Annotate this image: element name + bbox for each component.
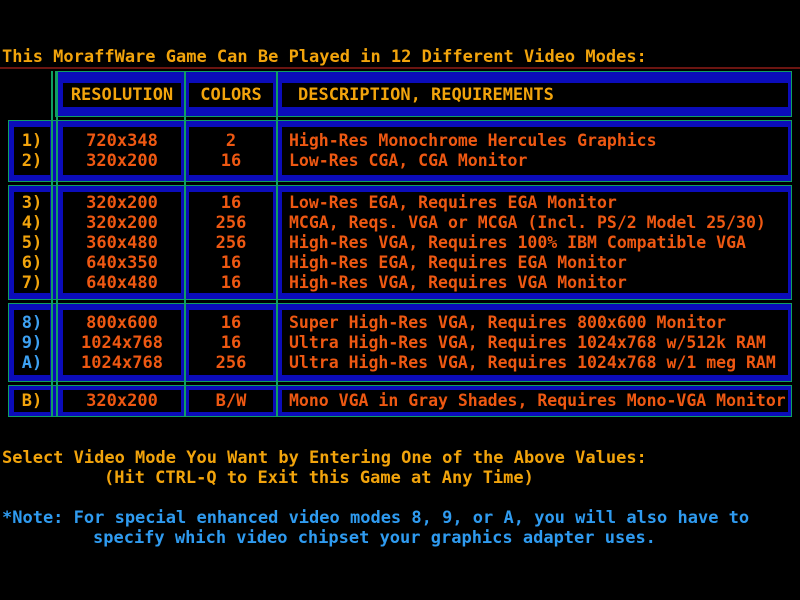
mode-description-cell: Low-Res EGA, Requires EGA Monitor MCGA, …: [282, 192, 788, 293]
mode-description: Mono VGA in Gray Shades, Requires Mono-V…: [289, 391, 786, 410]
mode-number: 8): [21, 312, 43, 333]
select-instruction: Select Video Mode You Want by Entering O…: [2, 448, 647, 468]
mode-resolution-cell: 320x200: [63, 390, 181, 412]
mode-number: 4): [21, 212, 43, 233]
mode-number: 6): [21, 252, 43, 273]
mode-colors: 16: [220, 312, 242, 333]
mode-number: 1): [21, 131, 43, 151]
mode-description: High-Res VGA, Requires VGA Monitor: [289, 272, 627, 292]
mode-description-cell: Super High-Res VGA, Requires 800x600 Mon…: [282, 310, 788, 375]
mode-resolution-cell: 720x348 320x200: [63, 127, 181, 175]
mode-description: Low-Res CGA, CGA Monitor: [289, 151, 528, 170]
mode-colors: 16: [220, 252, 242, 273]
table-grid-line: [51, 71, 53, 417]
mode-number-cell: 1) 2): [14, 127, 50, 175]
mode-resolution: 320x200: [86, 151, 158, 171]
mode-resolution: 1024x768: [81, 352, 163, 373]
mode-description: Ultra High-Res VGA, Requires 1024x768 w/…: [289, 352, 776, 372]
mode-resolution: 640x350: [86, 252, 158, 273]
column-header-description-cell: DESCRIPTION, REQUIREMENTS: [282, 83, 788, 107]
mode-description: High-Res EGA, Requires EGA Monitor: [289, 252, 627, 272]
mode-colors: B/W: [215, 391, 247, 411]
mode-description: Low-Res EGA, Requires EGA Monitor: [289, 192, 617, 212]
mode-colors-cell: 16 256 256 16 16: [189, 192, 273, 293]
note-line-2: specify which video chipset your graphic…: [93, 528, 656, 548]
mode-colors: 16: [220, 332, 242, 353]
column-header-colors: COLORS: [200, 85, 262, 105]
column-header-resolution: RESOLUTION: [70, 85, 174, 105]
mode-colors: 256: [215, 232, 247, 253]
mode-resolution: 320x200: [86, 192, 158, 213]
page-title: This MoraffWare Game Can Be Played in 12…: [2, 47, 647, 67]
table-grid-line: [184, 71, 186, 417]
mode-group-3: 8) 9) A) 800x600 1024x768 1024x768 16 16…: [8, 303, 792, 382]
mode-number-cell: B): [14, 390, 50, 412]
mode-description: Super High-Res VGA, Requires 800x600 Mon…: [289, 312, 727, 332]
mode-resolution: 360x480: [86, 232, 158, 253]
mode-colors: 256: [215, 212, 247, 233]
mode-colors: 256: [215, 352, 247, 373]
mode-resolution-cell: 320x200 320x200 360x480 640x350 640x480: [63, 192, 181, 293]
column-header-description: DESCRIPTION, REQUIREMENTS: [298, 85, 554, 105]
mode-number-cell: 3) 4) 5) 6) 7): [14, 192, 50, 293]
mode-colors: 2: [225, 131, 237, 151]
column-header-resolution-cell: RESOLUTION: [63, 83, 181, 107]
mode-colors-cell: 2 16: [189, 127, 273, 175]
mode-resolution: 1024x768: [81, 332, 163, 353]
mode-number: 9): [21, 332, 43, 353]
mode-number: 5): [21, 232, 43, 253]
exit-hint: (Hit CTRL-Q to Exit this Game at Any Tim…: [104, 468, 534, 488]
mode-number-cell: 8) 9) A): [14, 310, 50, 375]
mode-colors: 16: [220, 272, 242, 293]
title-underline: [0, 67, 800, 69]
mode-resolution: 320x200: [86, 391, 158, 411]
column-header-colors-cell: COLORS: [189, 83, 273, 107]
mode-number: A): [21, 352, 43, 373]
mode-resolution: 800x600: [86, 312, 158, 333]
mode-resolution-cell: 800x600 1024x768 1024x768: [63, 310, 181, 375]
note-line-1: *Note: For special enhanced video modes …: [2, 508, 750, 528]
mode-colors-cell: B/W: [189, 390, 273, 412]
mode-number: 2): [21, 151, 43, 171]
mode-description-cell: High-Res Monochrome Hercules Graphics Lo…: [282, 127, 788, 175]
mode-resolution: 640x480: [86, 272, 158, 293]
mode-group-4: B) 320x200 B/W Mono VGA in Gray Shades, …: [8, 385, 792, 417]
mode-resolution: 320x200: [86, 212, 158, 233]
mode-number: 3): [21, 192, 43, 213]
video-modes-table: RESOLUTION COLORS DESCRIPTION, REQUIREME…: [8, 71, 792, 417]
mode-colors-cell: 16 16 256: [189, 310, 273, 375]
mode-resolution: 720x348: [86, 131, 158, 151]
table-grid-line: [276, 71, 278, 417]
mode-number: 7): [21, 272, 43, 293]
table-grid-line: [56, 71, 58, 417]
mode-description: High-Res Monochrome Hercules Graphics: [289, 131, 657, 150]
mode-colors: 16: [220, 151, 242, 171]
table-header-row: RESOLUTION COLORS DESCRIPTION, REQUIREME…: [55, 71, 792, 117]
mode-colors: 16: [220, 192, 242, 213]
mode-group-2: 3) 4) 5) 6) 7) 320x200 320x200 360x480 6…: [8, 185, 792, 300]
mode-number: B): [21, 391, 43, 411]
mode-group-1: 1) 2) 720x348 320x200 2 16 High-Res Mono…: [8, 120, 792, 182]
mode-description: Ultra High-Res VGA, Requires 1024x768 w/…: [289, 332, 766, 352]
mode-description: MCGA, Reqs. VGA or MCGA (Incl. PS/2 Mode…: [289, 212, 766, 232]
mode-description: High-Res VGA, Requires 100% IBM Compatib…: [289, 232, 746, 252]
mode-description-cell: Mono VGA in Gray Shades, Requires Mono-V…: [282, 390, 788, 412]
